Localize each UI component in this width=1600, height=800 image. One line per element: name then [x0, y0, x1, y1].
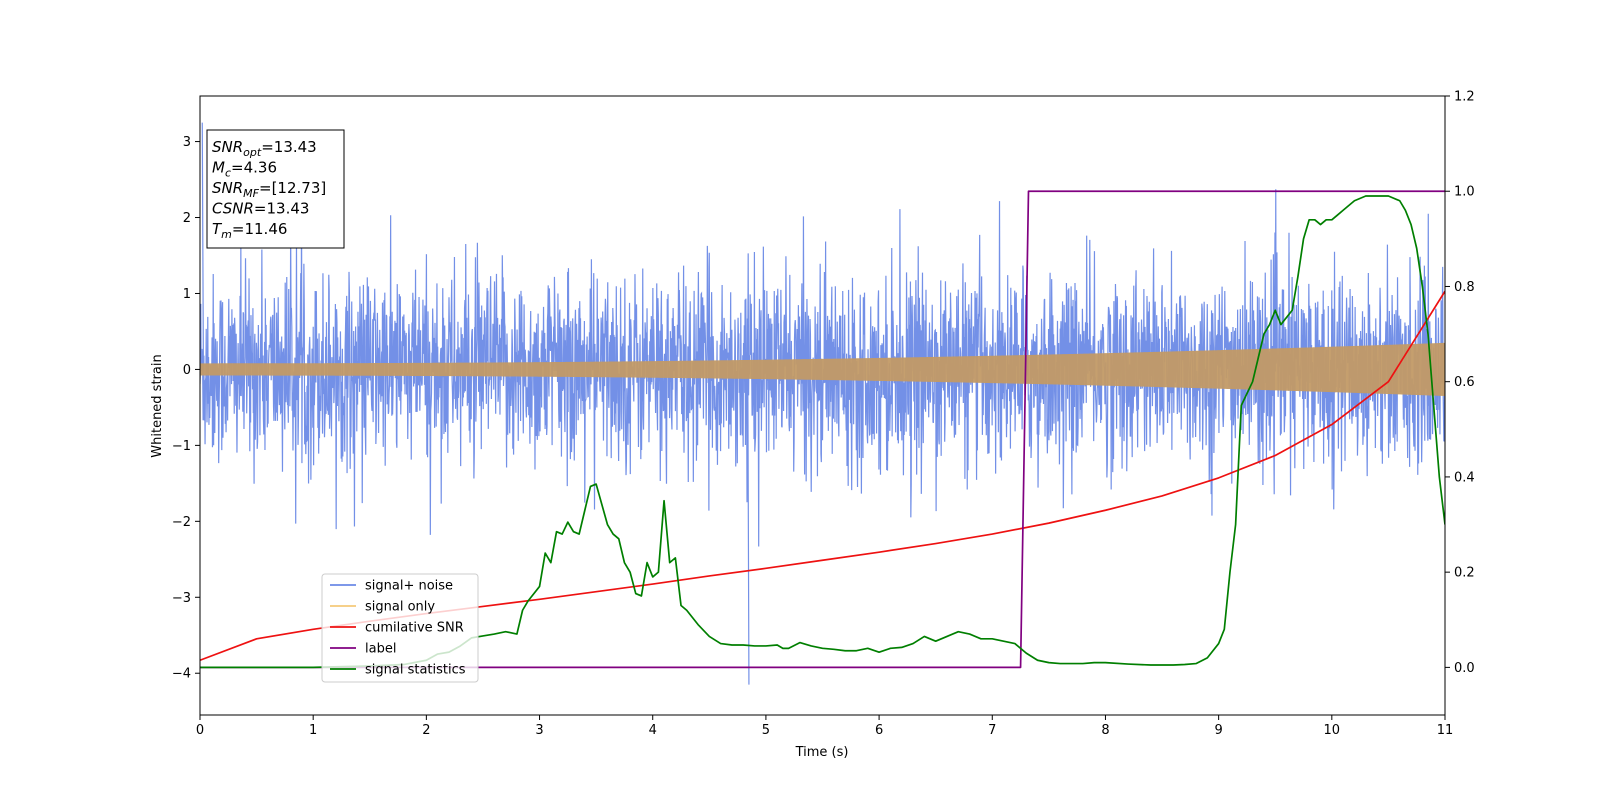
snr-annotation-box: SNRopt=13.43Mc=4.36SNRMF=[12.73]CSNR=13.… [206, 129, 345, 249]
x-tick-label: 0 [196, 723, 204, 738]
y-axis-label: Whitened strain [150, 354, 165, 457]
legend: signal+ noise signal only cumilative SNR la… [321, 573, 479, 683]
y-axis-right: 0.0 0.2 0.4 0.6 0.8 1.0 1.2 [1445, 90, 1475, 676]
y-left-tick-label: 1 [183, 287, 191, 302]
signal-only-series [200, 342, 1445, 396]
x-tick-label: 7 [988, 723, 996, 738]
legend-label: cumilative SNR [365, 621, 464, 636]
signal-trace [200, 342, 1445, 396]
y-left-tick-label: −1 [172, 439, 191, 454]
x-tick-label: 5 [762, 723, 770, 738]
y-right-tick-label: 0.0 [1454, 661, 1475, 676]
y-left-tick-label: 0 [183, 363, 191, 378]
signal-statistics-line [200, 195, 1445, 669]
y-right-tick-label: 1.0 [1454, 185, 1475, 200]
legend-label: signal statistics [365, 663, 466, 678]
x-tick-label: 4 [649, 723, 657, 738]
y-right-tick-label: 0.4 [1454, 470, 1475, 485]
y-left-tick-label: −2 [172, 515, 191, 530]
plot-frame [199, 95, 1446, 716]
y-axis-left: −4 −3 −2 −1 0 1 2 3 [172, 135, 200, 682]
x-tick-label: 8 [1101, 723, 1109, 738]
x-tick-label: 3 [535, 723, 543, 738]
x-tick-label: 2 [422, 723, 430, 738]
x-axis: 0 1 2 3 4 5 6 7 8 9 10 11 [196, 715, 1453, 738]
x-tick-label: 1 [309, 723, 317, 738]
noise-trace [200, 122, 1445, 685]
annotation-line: Mc=4.36 [212, 159, 277, 180]
x-tick-label: 9 [1214, 723, 1222, 738]
legend-label: signal only [365, 600, 435, 615]
y-right-tick-label: 0.2 [1454, 566, 1475, 581]
annotation-line: SNRMF=[12.73] [212, 179, 326, 200]
annotation-line: Tm=11.46 [212, 220, 287, 241]
y-left-tick-label: 2 [183, 211, 191, 226]
annotation-line: SNRopt=13.43 [212, 138, 317, 159]
y-right-tick-label: 0.6 [1454, 375, 1475, 390]
annotation-line: CSNR=13.43 [212, 200, 309, 218]
y-right-tick-label: 0.8 [1454, 280, 1475, 295]
label-line [200, 190, 1445, 669]
y-right-tick-label: 1.2 [1454, 90, 1475, 105]
x-axis-label: Time (s) [795, 745, 849, 760]
y-left-tick-label: −3 [172, 591, 191, 606]
y-left-tick-label: 3 [183, 135, 191, 150]
legend-label: label [365, 642, 396, 657]
x-tick-label: 10 [1324, 723, 1341, 738]
x-tick-label: 6 [875, 723, 883, 738]
legend-label: signal+ noise [365, 579, 453, 594]
legend-frame [321, 573, 479, 683]
y-left-tick-label: −4 [172, 667, 191, 682]
x-tick-label: 11 [1437, 723, 1454, 738]
signal-plus-noise-series [200, 122, 1445, 685]
annotation-frame [206, 129, 345, 249]
